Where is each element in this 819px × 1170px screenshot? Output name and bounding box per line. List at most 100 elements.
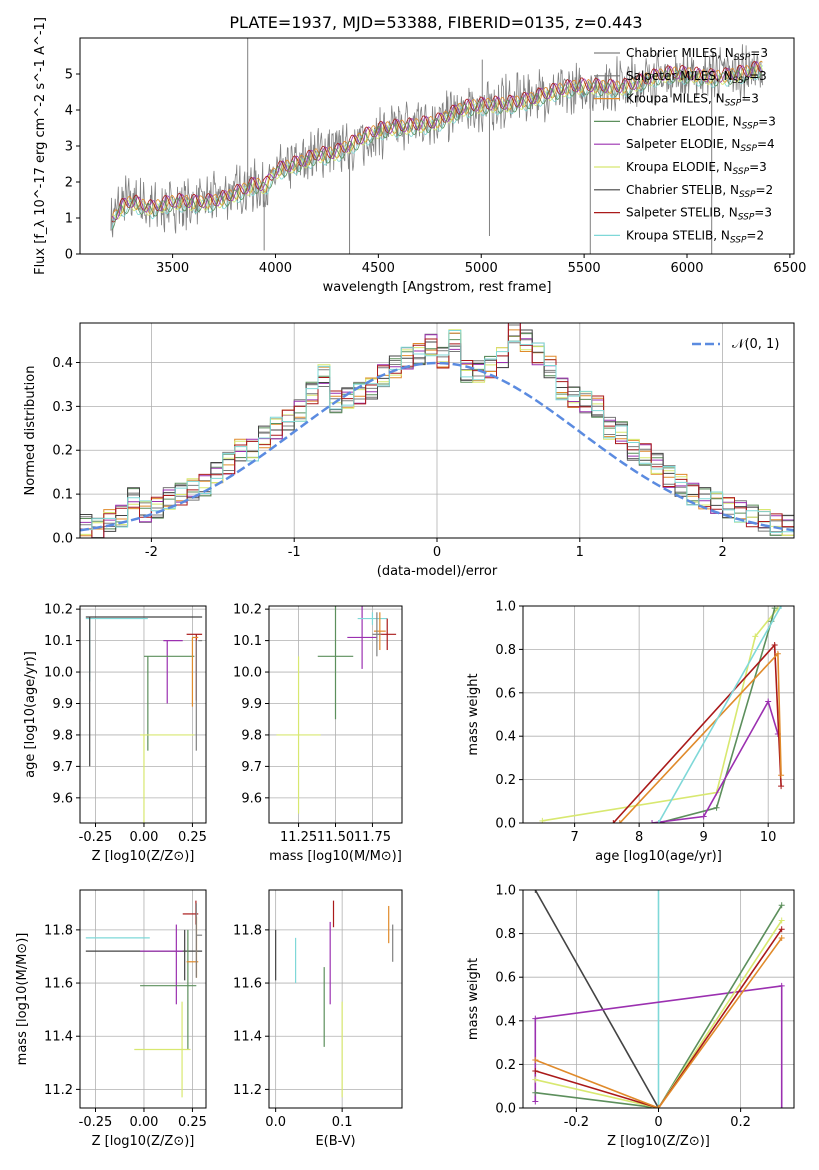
panel-spectrum: 3500 4000 4500 5000 5500 6000 6500 0 1 2 3 4 5 wavele… [33, 17, 806, 295]
y-tick-label: 0.4 [495, 730, 516, 745]
weight-marker [765, 698, 772, 705]
panel-residual-histogram: -2 -1 0 1 2 0.0 0.1 0.2 0.3 0.4 (data-model)/error… [23, 322, 795, 579]
weight-marker [655, 1105, 662, 1108]
y-tick-label: 10.1 [44, 634, 73, 649]
weight-marker [778, 982, 785, 989]
weight-marker [778, 783, 785, 790]
y-tick-label: 10.2 [233, 603, 262, 618]
weight-marker [778, 917, 785, 924]
y-tick-label: 0.2 [52, 444, 73, 459]
y-tick-label: 0 [65, 248, 73, 263]
legend-label: Salpeter MILES, NSSP=3 [626, 69, 767, 86]
axes-frame [268, 889, 403, 1109]
x-tick-label: 0.00 [129, 830, 158, 845]
y-tick-label: 0.8 [495, 643, 516, 658]
panel-mass-weight-vs-metallicity: -0.2 0 0.2 0.0 0.2 0.4 0.6 0.8 1.0 Z [log10(Z/Z⊙)… [466, 884, 795, 1149]
x-tick-label: 5000 [465, 261, 498, 276]
x-axis-label: Z [log10(Z/Z⊙)] [92, 849, 195, 864]
panel-mass-vs-ebv: 0.0 0.1 11.2 11.4 11.6 11.8 E(B-V) [233, 889, 403, 1149]
y-tick-label: 2 [65, 176, 73, 191]
weight-marker [778, 1105, 785, 1108]
y-tick-label: 9.9 [241, 697, 262, 712]
y-tick-label: 0.0 [495, 817, 516, 832]
x-tick-label: 4000 [259, 261, 292, 276]
x-tick-label: 0.0 [265, 1115, 286, 1130]
x-tick-label: 7 [570, 830, 578, 845]
y-tick-label: 1 [65, 212, 73, 227]
y-tick-label: 11.6 [44, 977, 73, 992]
weight-marker [774, 650, 781, 657]
weight-marker [532, 1067, 539, 1074]
x-axis-label: Z [log10(Z/Z⊙)] [607, 1134, 710, 1149]
y-tick-label: 0.4 [495, 1014, 516, 1029]
plot-area [532, 890, 785, 1108]
y-tick-label: 9.8 [241, 728, 262, 743]
x-axis-label: age [log10(age/yr)] [595, 849, 722, 864]
y-axis-label: Normed distribution [23, 366, 38, 496]
x-tick-label: 10 [760, 830, 777, 845]
y-tick-label: 9.6 [241, 791, 262, 806]
legend-label: Chabrier ELODIE, NSSP=3 [626, 114, 776, 131]
weight-marker [532, 1057, 539, 1064]
x-tick-label: 0 [433, 545, 441, 560]
x-tick-label: 8 [635, 830, 643, 845]
x-tick-label: -0.25 [79, 830, 113, 845]
weight-marker [655, 890, 662, 893]
histogram-step-kroupa_miles [80, 329, 794, 538]
x-tick-label: 1 [576, 545, 584, 560]
data-spectrum-line [110, 44, 764, 238]
x-tick-label: 4500 [362, 261, 395, 276]
legend-label: Kroupa MILES, NSSP=3 [626, 92, 759, 109]
model-line-kroupa_elodie [111, 63, 763, 220]
x-tick-label: 0.1 [332, 1115, 353, 1130]
x-tick-label: 3500 [156, 261, 189, 276]
weight-marker [771, 642, 778, 649]
y-tick-label: 0.2 [495, 1058, 516, 1073]
x-axis-label: wavelength [Angstrom, rest frame] [323, 280, 552, 295]
legend-label: Kroupa STELIB, NSSP=2 [626, 228, 764, 245]
histogram-step-kroupa_stelib [80, 330, 794, 538]
x-tick-label: 2 [718, 545, 726, 560]
x-axis-label: Z [log10(Z/Z⊙)] [92, 1134, 195, 1149]
weight-marker [649, 820, 656, 823]
y-axis-label: mass weight [466, 958, 481, 1040]
weight-marker [700, 813, 707, 820]
x-tick-label: 0.2 [730, 1115, 751, 1130]
y-tick-label: 0.8 [495, 927, 516, 942]
y-tick-label: 4 [65, 104, 73, 119]
axes-frame [79, 605, 207, 824]
plot-area [85, 616, 203, 823]
y-tick-label: 0.6 [495, 971, 516, 986]
y-tick-label: 0.4 [52, 356, 73, 371]
x-tick-label: 0.25 [178, 830, 207, 845]
y-tick-label: 9.9 [52, 697, 73, 712]
plot-area [276, 606, 397, 814]
panel-mass-vs-metallicity: -0.25 0.00 0.25 11.2 11.4 11.6 11.8 Z [log10(Z/… [15, 889, 207, 1149]
y-tick-label: 0.6 [495, 686, 516, 701]
y-tick-label: 0.2 [495, 773, 516, 788]
x-tick-label: -0.25 [79, 1115, 113, 1130]
x-tick-label: 11.50 [317, 830, 354, 845]
weight-line-kroupa_stelib [657, 606, 782, 823]
y-tick-label: 9.7 [52, 760, 73, 775]
y-tick-label: 0.0 [495, 1102, 516, 1117]
y-tick-label: 9.8 [52, 728, 73, 743]
y-tick-label: 1.0 [495, 600, 516, 615]
y-tick-label: 11.2 [44, 1083, 73, 1098]
legend-label: Kroupa ELODIE, NSSP=3 [626, 160, 767, 177]
weight-line-kroupa_miles [619, 651, 782, 823]
y-tick-label: 9.7 [241, 760, 262, 775]
x-axis-label: mass [log10(M/M⊙)] [269, 849, 402, 864]
y-tick-label: 0.1 [52, 488, 73, 503]
y-tick-label: 11.2 [233, 1083, 262, 1098]
y-tick-label: 11.8 [233, 923, 262, 938]
panel-age-vs-mass: 11.25 11.50 11.75 9.6 9.7 9.8 9.9 10.0 10.1 10.2 m… [233, 603, 403, 864]
weight-marker [778, 926, 785, 933]
legend-label: 𝒩(0, 1) [732, 337, 779, 352]
y-tick-label: 10.0 [233, 666, 262, 681]
weight-line-chabrier_elodie [535, 904, 783, 1108]
weight-line-kroupa_elodie [542, 607, 779, 822]
y-tick-label: 11.4 [44, 1030, 73, 1045]
x-tick-label: 0.25 [178, 1115, 207, 1130]
y-tick-label: 3 [65, 140, 73, 155]
